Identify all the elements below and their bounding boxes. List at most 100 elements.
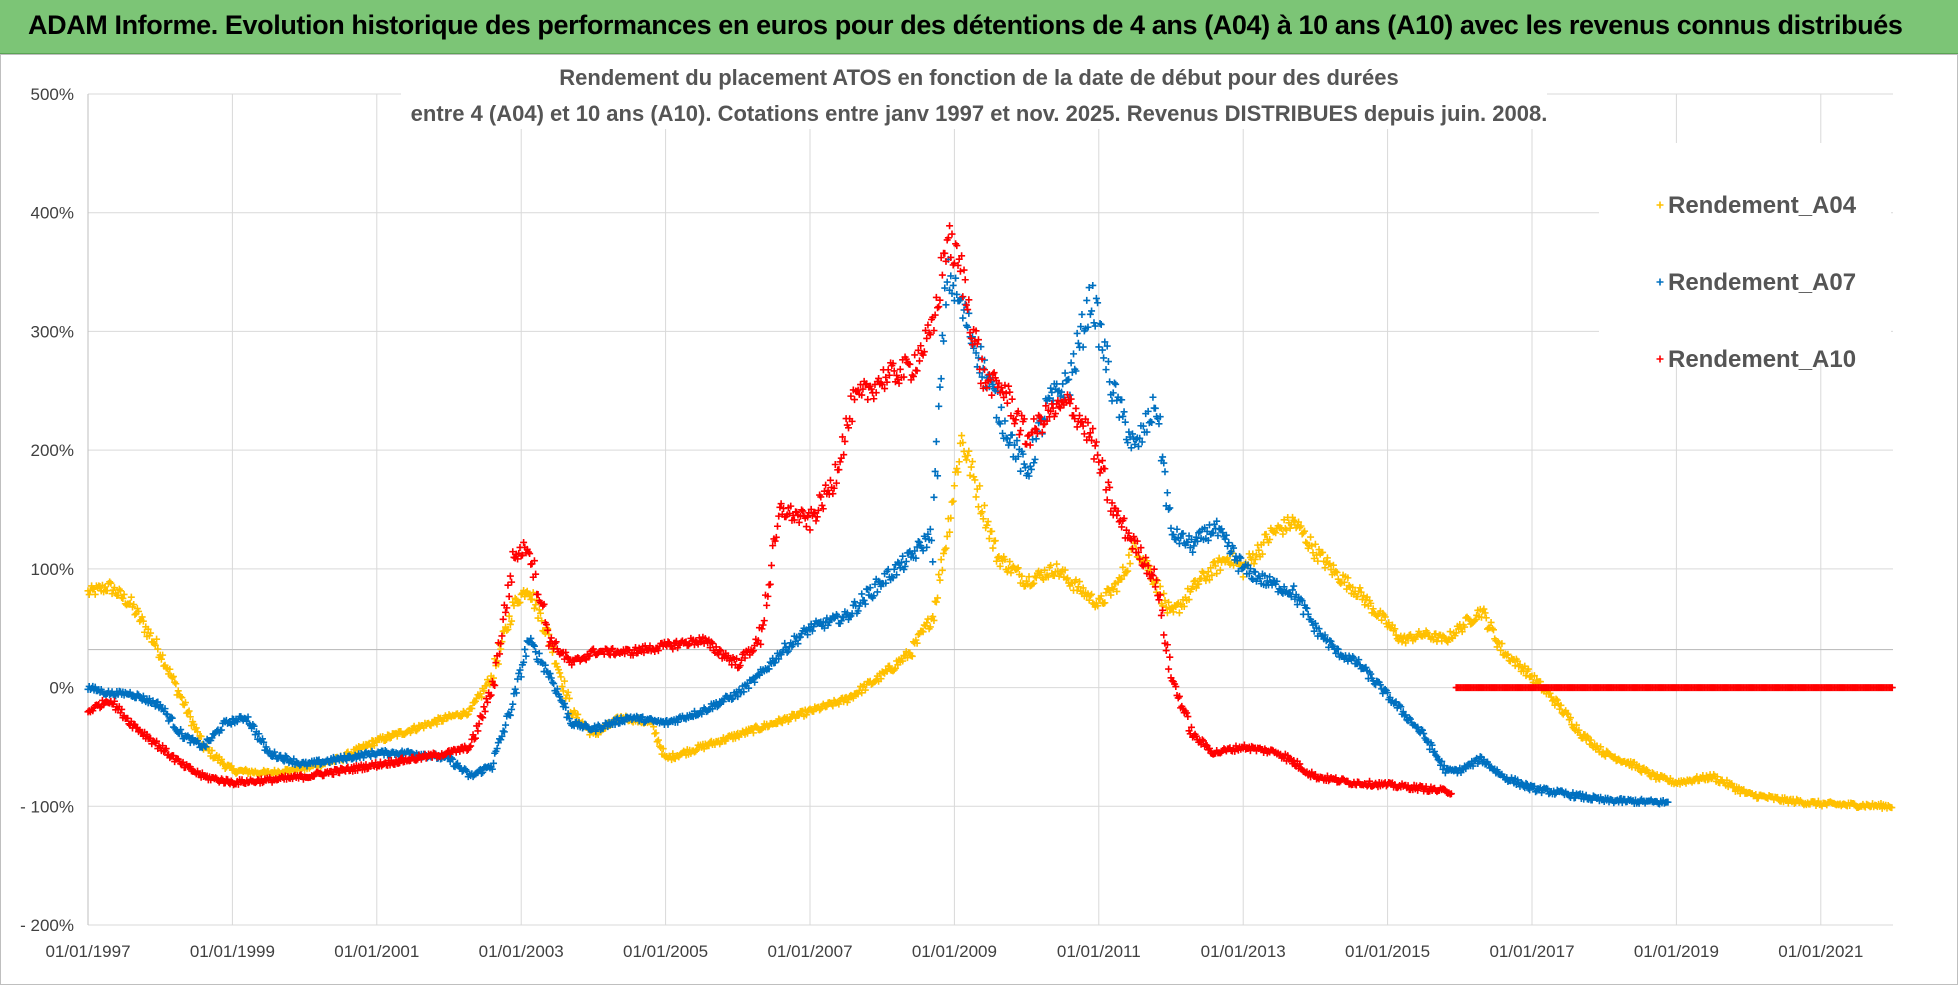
data-point (1452, 629, 1460, 637)
data-point (731, 734, 739, 742)
data-point (1085, 596, 1093, 604)
legend-background (1599, 143, 1891, 361)
data-point (802, 711, 810, 719)
data-point (806, 526, 814, 534)
data-point (103, 587, 111, 595)
data-point (1098, 457, 1106, 465)
data-point (1311, 540, 1319, 548)
data-point (1213, 570, 1221, 578)
data-point (1357, 588, 1365, 596)
data-point (899, 657, 907, 665)
x-tick-label: 01/01/1999 (190, 942, 275, 961)
data-point (1553, 696, 1561, 704)
data-point (1337, 579, 1345, 587)
data-point (1480, 605, 1488, 613)
data-point (504, 625, 512, 633)
data-point (1332, 567, 1340, 575)
data-point (1481, 609, 1489, 617)
data-point (872, 389, 880, 397)
data-point (509, 700, 517, 708)
data-point (166, 665, 174, 673)
x-tick-label: 01/01/2007 (767, 942, 852, 961)
data-point (186, 713, 194, 721)
data-point (1740, 786, 1748, 794)
data-point (534, 614, 542, 622)
data-point (101, 583, 109, 591)
data-point (950, 482, 958, 490)
data-point (883, 667, 891, 675)
data-point (242, 765, 250, 773)
data-point (961, 276, 969, 284)
data-point (470, 699, 478, 707)
data-point (565, 694, 573, 702)
data-point (796, 633, 804, 641)
data-point (410, 722, 418, 730)
data-point (873, 588, 881, 596)
data-point (512, 596, 520, 604)
data-point (885, 662, 893, 670)
data-point (960, 266, 968, 274)
data-point (994, 553, 1002, 561)
data-point (959, 314, 967, 322)
data-point (908, 371, 916, 379)
data-point (1100, 354, 1108, 362)
data-point (529, 589, 537, 597)
data-point (1504, 650, 1512, 658)
data-point (1053, 560, 1061, 568)
data-point (521, 593, 529, 601)
data-point (1521, 662, 1529, 670)
data-point (1124, 567, 1132, 575)
data-point (1290, 582, 1298, 590)
data-point (1255, 546, 1263, 554)
data-point (938, 566, 946, 574)
x-tick-label: 01/01/2019 (1634, 942, 1719, 961)
data-point (528, 595, 536, 603)
data-point (967, 463, 975, 471)
data-point (1272, 529, 1280, 537)
data-point (1360, 592, 1368, 600)
data-point (858, 689, 866, 697)
data-point (891, 664, 899, 672)
data-point (151, 641, 159, 649)
data-point (1461, 623, 1469, 631)
data-point (1498, 640, 1506, 648)
data-point (864, 396, 872, 404)
data-point (1037, 568, 1045, 576)
data-point (1402, 639, 1410, 647)
series-rendement-a07 (84, 255, 1672, 808)
data-point (381, 737, 389, 745)
data-point (1079, 343, 1087, 351)
data-point (1551, 701, 1559, 709)
data-point (1155, 420, 1163, 428)
data-point (968, 458, 976, 466)
data-point (564, 688, 572, 696)
data-point (181, 699, 189, 707)
data-point (1107, 591, 1115, 599)
data-point (932, 598, 940, 606)
data-point (835, 700, 843, 708)
data-point (1250, 560, 1258, 568)
data-point (218, 755, 226, 763)
data-point (1088, 590, 1096, 598)
data-point (1429, 636, 1437, 644)
x-tick-label: 01/01/2009 (912, 942, 997, 961)
data-point (1556, 705, 1564, 713)
data-point (1030, 459, 1038, 467)
data-point (138, 613, 146, 621)
data-point (178, 694, 186, 702)
data-point (829, 702, 837, 710)
data-point (1086, 310, 1094, 318)
data-point (482, 682, 490, 690)
data-point (1279, 530, 1287, 538)
data-point (548, 648, 556, 656)
data-point (1524, 665, 1532, 673)
series-rendement-a04 (84, 432, 1896, 812)
data-point (127, 593, 135, 601)
data-point (1307, 533, 1315, 541)
data-point (1283, 526, 1291, 534)
data-point (926, 623, 934, 631)
data-point (929, 558, 937, 566)
data-point (1125, 551, 1133, 559)
data-point (1118, 575, 1126, 583)
data-point (480, 703, 488, 711)
